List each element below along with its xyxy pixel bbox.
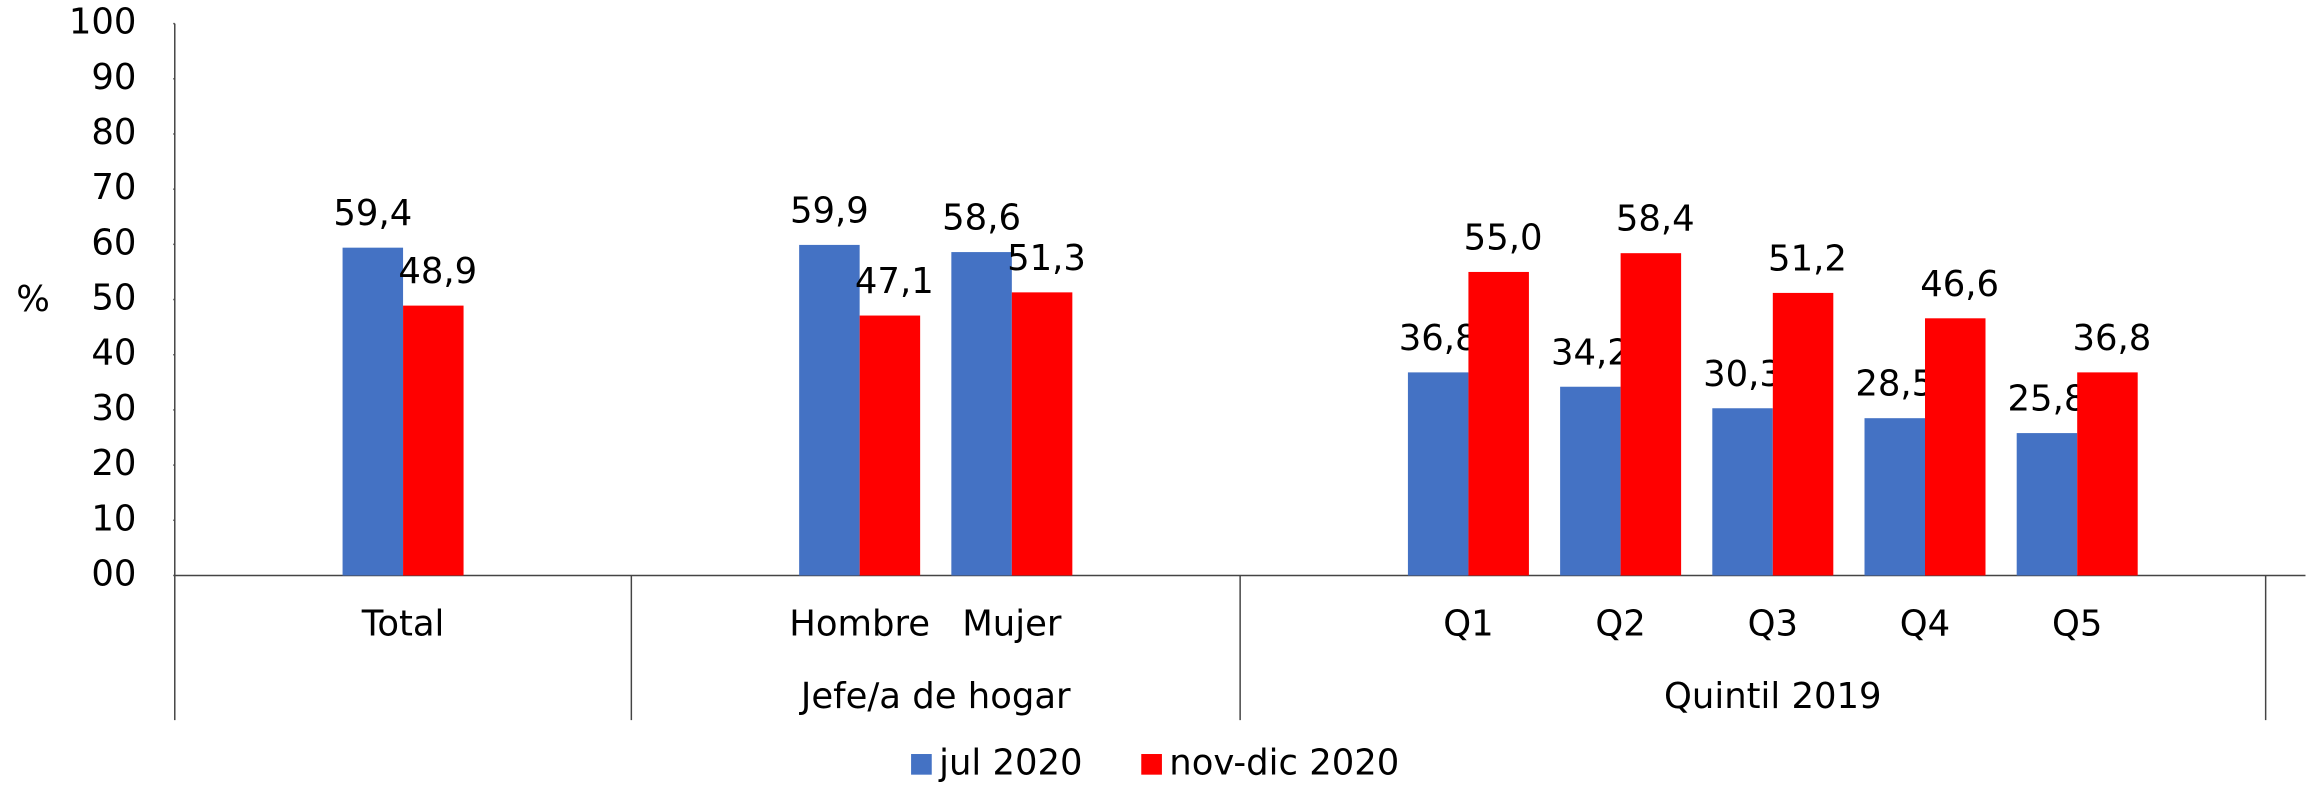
- bar: [2016, 433, 2078, 576]
- value-label: 55,0: [1464, 217, 1543, 258]
- y-axis-label: %: [16, 279, 50, 320]
- y-tick-label: 80: [91, 112, 136, 153]
- x-tick-label: Q5: [2052, 604, 2102, 645]
- bar: [1011, 292, 1073, 576]
- value-label: 51,3: [1007, 238, 1086, 279]
- legend-label: jul 2020: [938, 742, 1082, 783]
- bar: [799, 244, 860, 576]
- y-tick-label: 20: [91, 443, 136, 484]
- x-tick-label: Q1: [1443, 604, 1493, 645]
- x-tick-label: Q3: [1748, 604, 1798, 645]
- value-label: 36,8: [2072, 318, 2151, 359]
- value-label: 59,4: [333, 193, 412, 234]
- value-label: 36,8: [1399, 318, 1478, 359]
- value-label: 46,6: [1920, 264, 1999, 305]
- bar: [1468, 271, 1529, 576]
- y-tick-label: 100: [69, 2, 137, 43]
- value-label: 30,3: [1703, 354, 1782, 395]
- value-label: 58,6: [942, 198, 1021, 239]
- x-tick-label: Total: [361, 604, 445, 645]
- y-tick-label: 10: [91, 498, 136, 539]
- value-label: 58,4: [1616, 199, 1695, 240]
- bar: [2077, 372, 2138, 576]
- bar: [1620, 253, 1682, 576]
- bar: [342, 247, 404, 576]
- value-label: 34,2: [1551, 332, 1630, 373]
- bar: [1407, 372, 1469, 576]
- group-label: Jefe/a de hogar: [799, 676, 1071, 717]
- group-label: Quintil 2019: [1664, 676, 1882, 717]
- value-label: 59,9: [790, 190, 869, 231]
- x-tick-label: Q2: [1595, 604, 1645, 645]
- y-tick-label: 00: [91, 553, 136, 594]
- y-tick-label: 30: [91, 388, 136, 429]
- value-label: 51,2: [1768, 238, 1847, 279]
- value-label: 25,8: [2008, 379, 2087, 420]
- bar: [1864, 418, 1926, 576]
- bar: [859, 315, 921, 576]
- value-label: 28,5: [1855, 364, 1934, 405]
- bar: [1560, 386, 1621, 576]
- x-tick-label: Hombre: [789, 604, 930, 645]
- y-tick-label: 50: [91, 278, 136, 319]
- legend-swatch: [1141, 754, 1162, 775]
- bar: [403, 305, 464, 576]
- value-label: 47,1: [855, 261, 934, 302]
- bar: [951, 252, 1012, 576]
- x-tick-label: Q4: [1900, 604, 1950, 645]
- y-tick-label: 90: [91, 57, 136, 98]
- y-tick-label: 70: [91, 167, 136, 208]
- bar: [1712, 408, 1773, 576]
- legend-label: nov-dic 2020: [1169, 742, 1399, 783]
- bar: [1772, 292, 1834, 576]
- legend-swatch: [911, 754, 932, 775]
- bar: [1925, 318, 1986, 576]
- y-tick-label: 40: [91, 333, 136, 374]
- value-label: 48,9: [398, 251, 477, 292]
- y-tick-label: 60: [91, 222, 136, 263]
- x-tick-label: Mujer: [962, 604, 1062, 645]
